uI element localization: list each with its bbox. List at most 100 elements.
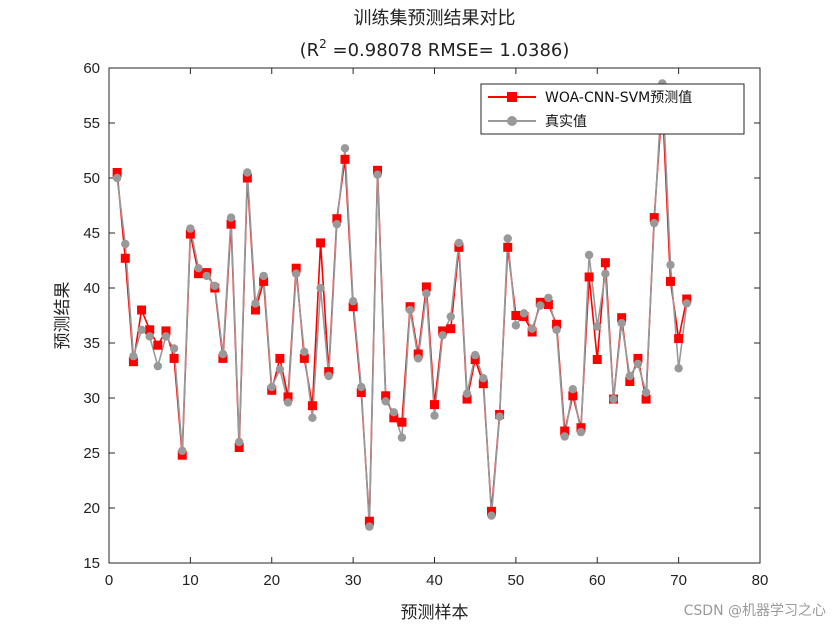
x-tick-label: 80 [752,572,769,589]
prediction-point [275,353,285,363]
actual-point [267,382,276,392]
actual-point [348,297,358,306]
actual-point [243,168,252,177]
actual-point [275,365,285,374]
prediction-point [177,450,187,460]
prediction-point [454,242,464,252]
prediction-point [218,353,228,363]
actual-point [129,352,138,361]
x-tick-label: 50 [508,572,525,589]
prediction-point [446,324,456,334]
actual-point [186,224,195,233]
prediction-point [470,355,480,364]
actual-point [576,427,586,437]
actual-point [397,433,407,442]
actual-point [479,374,488,383]
prediction-point [250,305,260,315]
actual-point [560,432,569,441]
prediction-point [478,379,488,389]
plot-area [109,68,760,563]
actual-point [617,319,626,328]
prediction-point [120,253,130,263]
actual-point [365,522,374,531]
actual-point [340,144,350,153]
actual-point [235,437,244,447]
y-tick-label: 20 [83,500,100,517]
actual-point [283,398,293,407]
prediction-point [600,258,610,268]
actual-point [178,446,187,455]
prediction-point [299,353,309,363]
x-tick-label: 30 [345,572,362,589]
actual-point [650,218,659,228]
actual-point [251,299,260,308]
actual-point [454,238,464,248]
prediction-point [462,394,472,404]
y-tick-label: 25 [83,445,100,462]
actual-point [552,325,561,334]
actual-point [536,301,545,310]
prediction-point [592,355,602,364]
actual-point [218,349,228,359]
prediction-point [332,214,342,224]
plot-box [108,67,761,564]
prediction-point [316,238,326,248]
legend-box [480,83,745,135]
watermark-text: CSDN @机器学习之心 [684,603,826,619]
y-tick-label: 45 [83,225,100,242]
actual-point [153,361,163,371]
prediction-point [364,516,374,526]
actual-point [161,332,171,341]
prediction-point [503,242,513,252]
prediction-point [112,168,122,177]
actual-point [584,250,594,260]
prediction-point [291,263,301,273]
prediction-point [307,401,317,411]
actual-point [414,354,423,363]
prediction-point [389,413,399,423]
x-axis-label: 预测样本 [401,603,469,623]
actual-point [487,511,496,520]
actual-point [495,412,504,421]
actual-point [625,371,634,381]
prediction-point [617,313,627,323]
subtitle-suffix: =0.98078 RMSE= 1.0386) [327,40,570,61]
prediction-point [625,377,635,386]
actual-point [601,269,610,278]
actual-point [544,293,553,303]
prediction-point [259,276,269,286]
y-tick-label: 35 [83,335,100,352]
y-axis-label: 预测结果 [53,282,73,350]
prediction-point [682,294,692,304]
actual-point [210,281,219,290]
actual-point [202,271,211,281]
prediction-point [356,388,366,397]
actual-point [430,411,439,420]
prediction-point [397,417,407,427]
actual-point [226,213,236,222]
legend-marker-prediction [507,92,517,102]
actual-point [503,234,512,243]
actual-point [405,305,415,315]
prediction-point [161,326,171,336]
actual-point [137,325,146,334]
prediction-point [226,219,236,229]
x-tick-label: 60 [589,572,606,589]
prediction-point [560,426,570,436]
actual-point [389,408,399,417]
prediction-point [438,326,448,336]
actual-point [511,321,521,330]
legend: WOA-CNN-SVM预测值 真实值 [480,83,745,135]
prediction-point [543,300,553,309]
actual-point [332,220,342,229]
x-tick-label: 10 [182,572,199,589]
actual-point [300,347,309,356]
prediction-point [373,165,383,175]
y-tick-label: 50 [83,170,100,187]
prediction-point [421,282,431,292]
actual-point [446,312,455,321]
actual-point [682,299,691,308]
chart-subtitle: (R2 =0.98078 RMSE= 1.0386) [300,37,570,61]
y-tick-label: 60 [83,60,100,77]
